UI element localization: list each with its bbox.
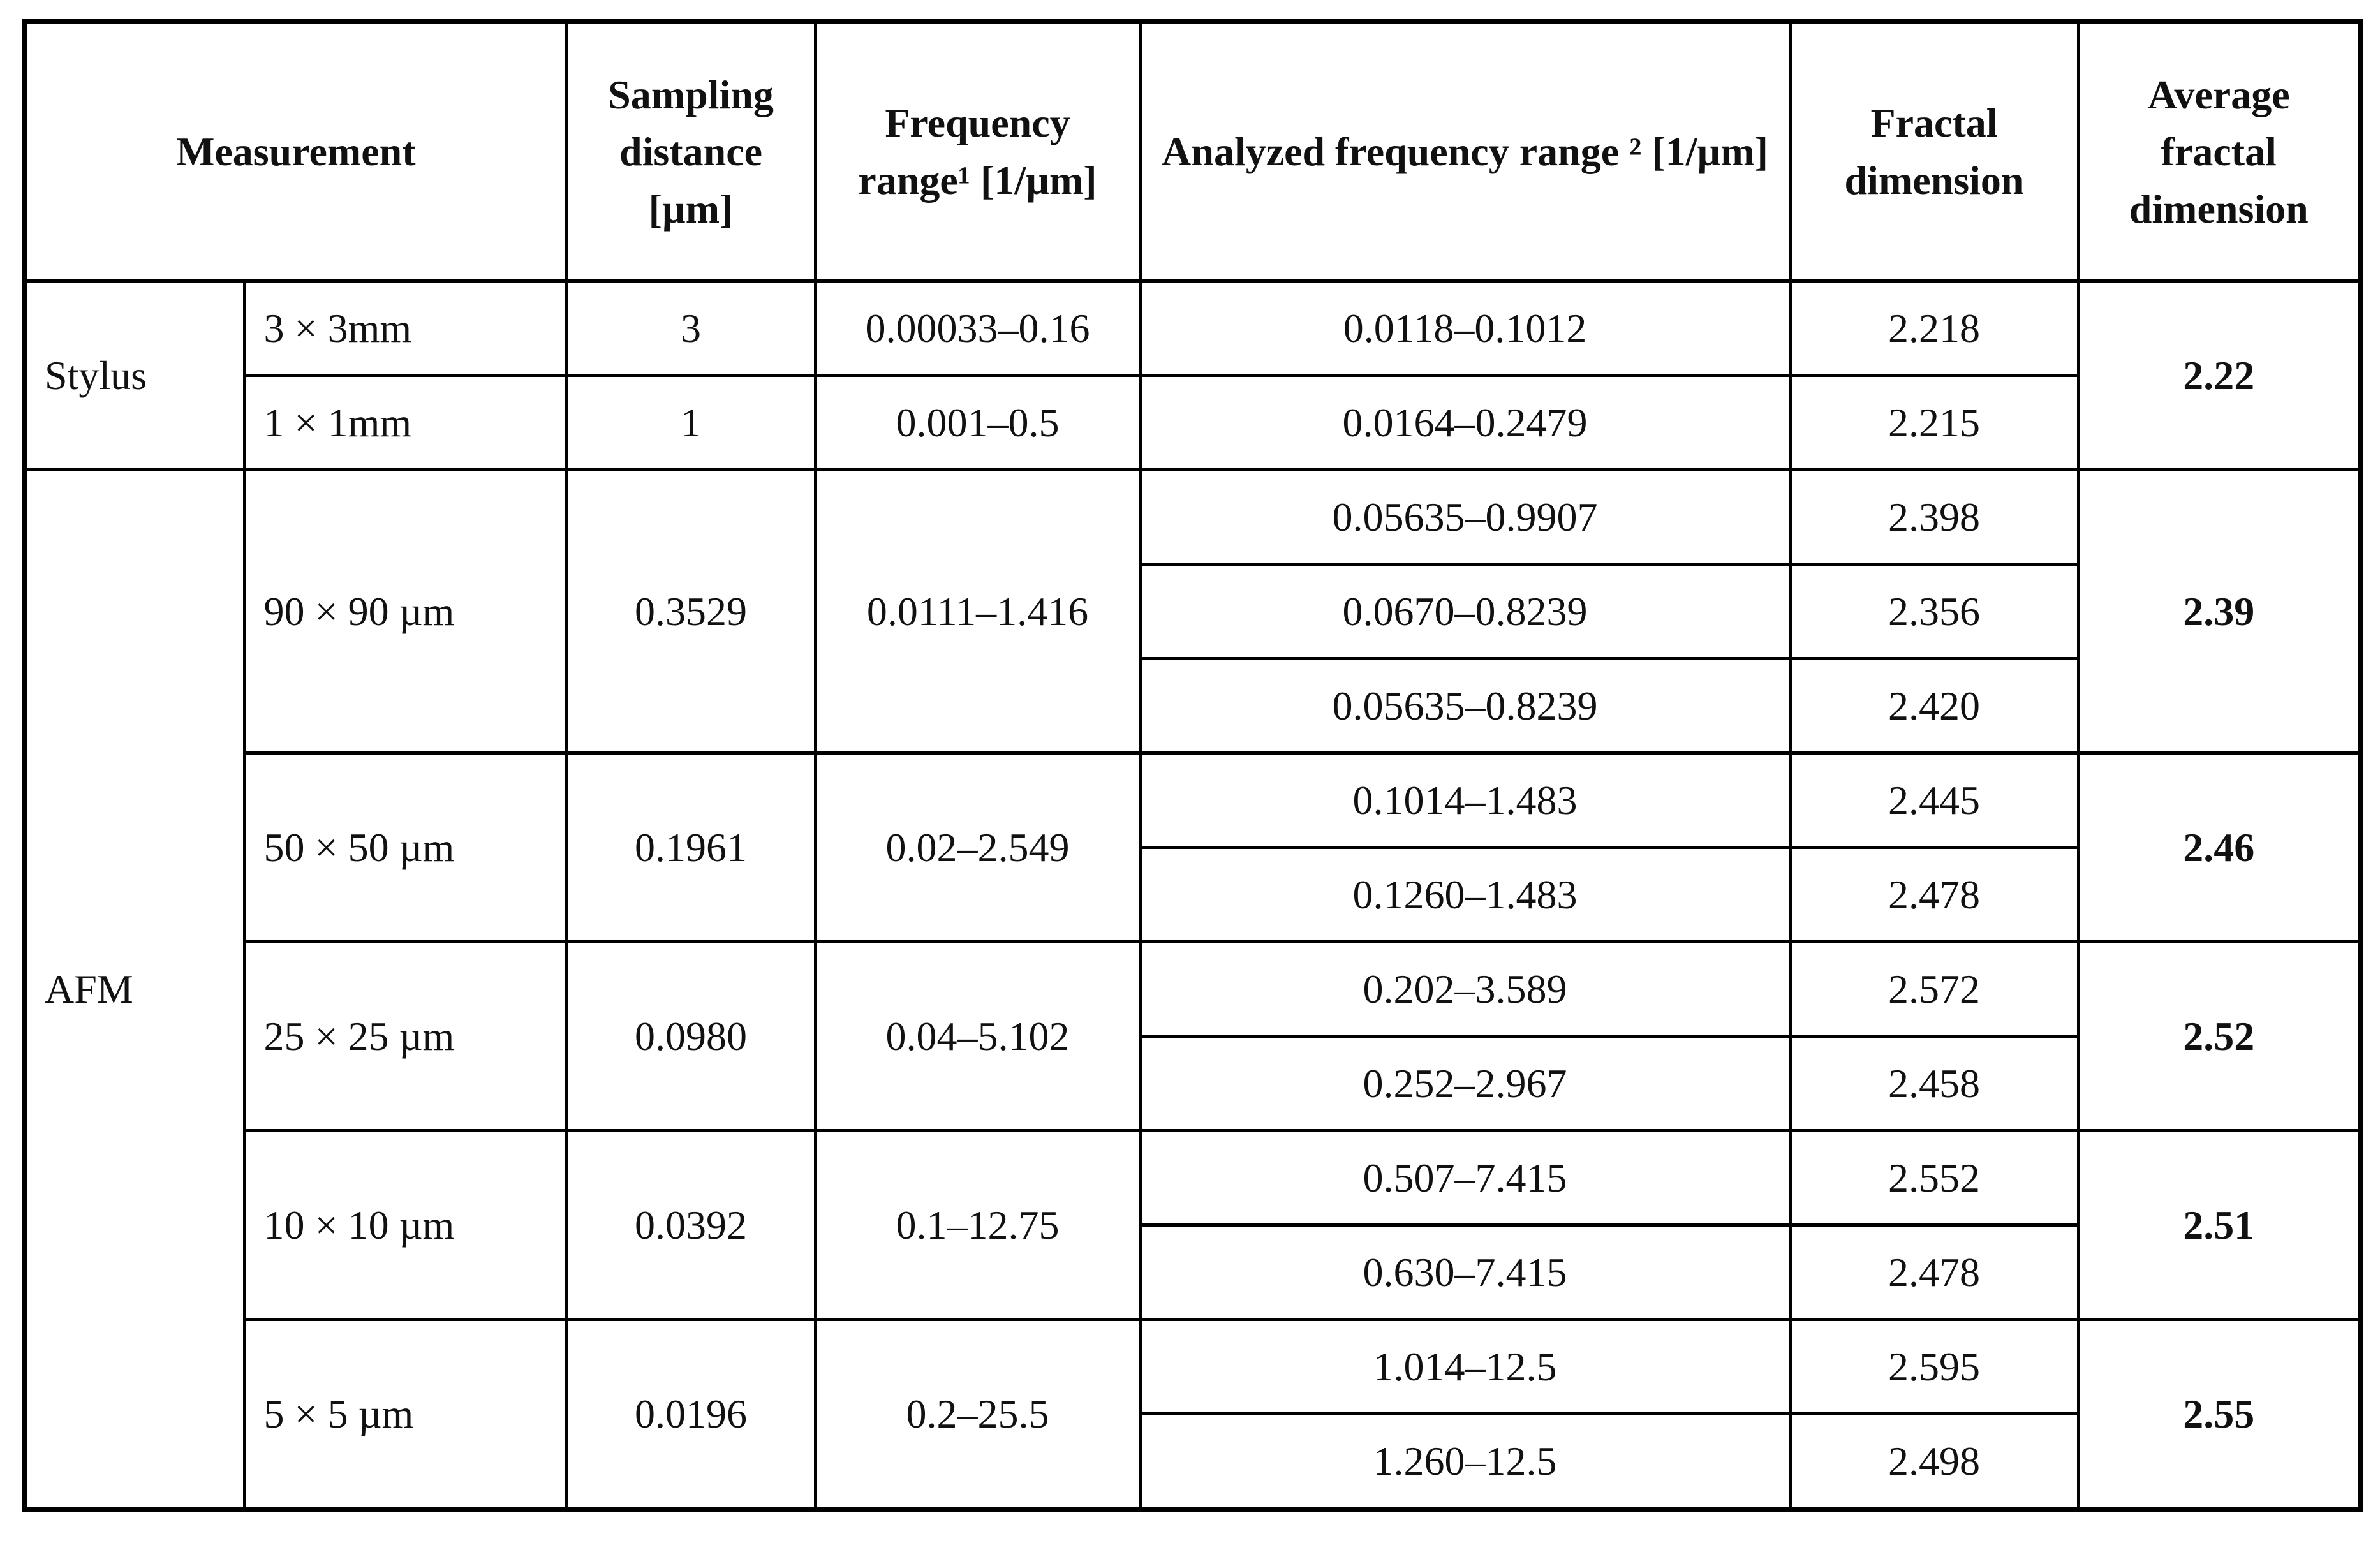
header-cell: Fractal dimension [1788,20,2080,283]
analyzed-range-cell: 0.252–2.967 [1138,1035,1792,1132]
analyzed-range-cell: 0.1014–1.483 [1138,751,1792,849]
fractal-dimension-cell: 2.572 [1788,940,2080,1038]
analyzed-range-cell: 0.1260–1.483 [1138,846,1792,943]
frequency-cell: 0.001–0.5 [813,374,1142,471]
table-body: Stylus 3 × 3mm 3 0.00033–0.16 0.0118–0.1012 2… [22,279,2362,1511]
fractal-dimension-cell: 2.498 [1788,1412,2080,1511]
table-row: AFM 90 × 90 µm 0.3529 0.0111–1.416 0.05635–0… [22,468,2362,1511]
sampling-cell: 0.0980 [565,940,817,1132]
analyzed-range-cell: 1.014–12.5 [1138,1318,1792,1415]
average-cell: 2.52 [2076,940,2362,1132]
fractal-dimension-cell: 2.218 [1788,279,2080,377]
average-cell: 2.39 [2076,468,2362,755]
average-cell: 2.22 [2076,279,2362,471]
fractal-dimension-cell: 2.552 [1788,1129,2080,1227]
table-row: 0.252–2.967 2.458 [24,1035,2360,1132]
header-cell: Measurement [22,20,568,283]
average-cell: 2.46 [2076,751,2362,943]
table-row: 0.630–7.415 2.478 [24,1223,2360,1321]
table-row: 50 × 50 µm 0.1961 0.02–2.549 0.1014–1.483 2.… [24,751,2362,943]
average-cell: 2.55 [2076,1318,2362,1511]
fractal-dimension-cell: 2.215 [1788,374,2080,471]
frequency-cell: 0.04–5.102 [813,940,1142,1132]
fractal-dimension-cell: 2.478 [1788,1223,2080,1321]
analyzed-range-cell: 0.0164–0.2479 [1138,374,1792,471]
frequency-cell: 0.02–2.549 [813,751,1142,943]
table-row: 5 × 5 µm 0.0196 0.2–25.5 1.014–12.5 2.595 2.5… [24,1318,2362,1511]
size-cell: 10 × 10 µm [242,1129,568,1321]
fractal-table: Measurement Sampling distance [µm] Frequ… [22,19,2363,1512]
table-row: 0.0670–0.8239 2.356 [24,563,2360,660]
method-cell: Stylus [22,279,246,471]
size-cell: 25 × 25 µm [242,940,568,1132]
sampling-cell: 0.0196 [565,1318,817,1511]
table-row: Stylus 3 × 3mm 3 0.00033–0.16 0.0118–0.1012 2… [22,279,2362,471]
average-cell: 2.51 [2076,1129,2362,1321]
fractal-dimension-cell: 2.478 [1788,846,2080,943]
sampling-cell: 0.3529 [565,468,817,755]
size-cell: 90 × 90 µm [242,468,568,755]
fractal-dimension-cell: 2.595 [1788,1318,2080,1415]
sampling-cell: 3 [565,279,817,377]
analyzed-range-cell: 0.630–7.415 [1138,1223,1792,1321]
table-row: 1.260–12.5 2.498 [24,1412,2360,1511]
size-cell: 50 × 50 µm [242,751,568,943]
method-cell: AFM [22,468,246,1511]
table-row: 0.1260–1.483 2.478 [24,846,2360,943]
table-row: 0.05635–0.8239 2.420 [24,657,2360,755]
size-cell: 1 × 1mm [242,374,568,471]
analyzed-range-cell: 0.0670–0.8239 [1138,563,1792,660]
header-cell: Average fractal dimension [2076,20,2362,283]
analyzed-range-cell: 0.0118–0.1012 [1138,279,1792,377]
sampling-cell: 1 [565,374,817,471]
sampling-cell: 0.0392 [565,1129,817,1321]
frequency-cell: 0.2–25.5 [813,1318,1142,1511]
analyzed-range-cell: 0.05635–0.9907 [1138,468,1792,566]
table-row: 25 × 25 µm 0.0980 0.04–5.102 0.202–3.589 2.5… [24,940,2362,1132]
header-cell: Analyzed frequency range ² [1/µm] [1138,20,1792,283]
frequency-cell: 0.00033–0.16 [813,279,1142,377]
analyzed-range-cell: 0.202–3.589 [1138,940,1792,1038]
size-cell: 3 × 3mm [242,279,568,377]
header-cell: Sampling distance [µm] [565,20,817,283]
header-cell: Frequency range¹ [1/µm] [813,20,1142,283]
analyzed-range-cell: 1.260–12.5 [1138,1412,1792,1511]
table-row: 1 × 1mm 1 0.001–0.5 0.0164–0.2479 2.215 [24,374,2360,471]
size-cell: 5 × 5 µm [242,1318,568,1511]
header-row: Measurement Sampling distance [µm] Frequ… [22,20,2362,283]
frequency-cell: 0.1–12.75 [813,1129,1142,1321]
table-row: 10 × 10 µm 0.0392 0.1–12.75 0.507–7.415 2.55… [24,1129,2362,1321]
fractal-dimension-cell: 2.420 [1788,657,2080,755]
analyzed-range-cell: 0.507–7.415 [1138,1129,1792,1227]
fractal-dimension-cell: 2.458 [1788,1035,2080,1132]
sampling-cell: 0.1961 [565,751,817,943]
fractal-dimension-cell: 2.356 [1788,563,2080,660]
frequency-cell: 0.0111–1.416 [813,468,1142,755]
analyzed-range-cell: 0.05635–0.8239 [1138,657,1792,755]
fractal-dimension-cell: 2.445 [1788,751,2080,849]
fractal-dimension-cell: 2.398 [1788,468,2080,566]
